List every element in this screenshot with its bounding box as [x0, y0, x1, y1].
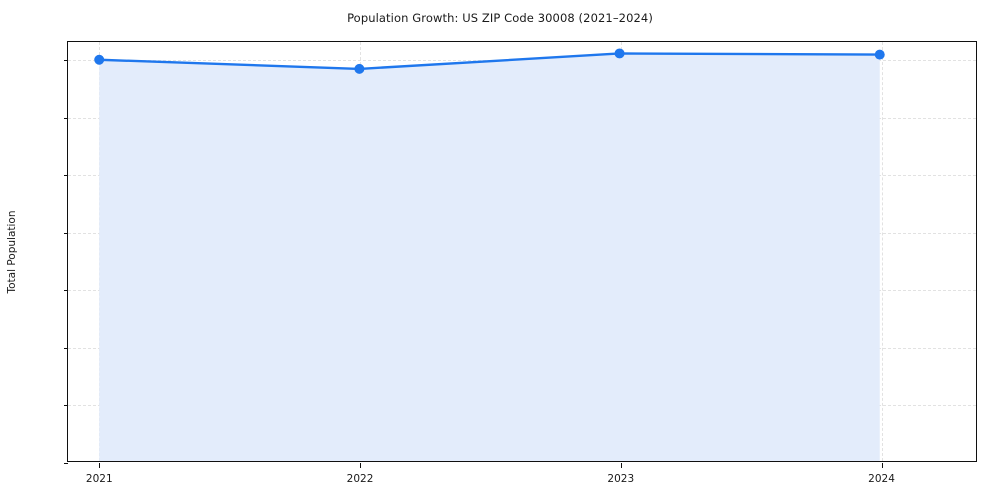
y-tick-mark [63, 60, 68, 62]
y-tick-mark [63, 175, 68, 177]
x-tick-mark [99, 463, 101, 468]
y-tick-mark [63, 232, 68, 234]
x-tick-label: 2024 [868, 473, 895, 485]
line-path [98, 52, 881, 71]
data-point-marker [614, 48, 625, 59]
data-point-markers [94, 48, 885, 74]
y-tick-mark [63, 290, 68, 292]
data-point-marker [874, 49, 885, 60]
plot-area: 05,00010,00015,00020,00025,00030,00035,0… [6, 41, 977, 485]
x-tick-mark [360, 463, 362, 468]
x-tick-label: 2021 [85, 473, 113, 485]
plot-inner [68, 42, 976, 461]
x-tick-label: 2023 [607, 473, 635, 485]
gridline-vertical [881, 42, 883, 461]
x-axis: 2021 2022 2023 2024 [68, 463, 978, 500]
x-tick-mark [620, 463, 622, 468]
population-series [94, 48, 885, 461]
y-tick-mark [63, 347, 68, 349]
x-tick-mark [881, 463, 883, 468]
data-point-marker [94, 54, 105, 65]
y-axis-label: Total Population [6, 209, 18, 294]
y-tick-mark [63, 117, 68, 119]
y-tick-mark [63, 405, 68, 407]
data-point-marker [354, 63, 365, 74]
y-tick-mark [63, 463, 68, 464]
chart-title: Population Growth: US ZIP Code 30008 (20… [347, 11, 653, 25]
area-fill [99, 53, 880, 461]
x-tick-label: 2022 [346, 473, 374, 485]
